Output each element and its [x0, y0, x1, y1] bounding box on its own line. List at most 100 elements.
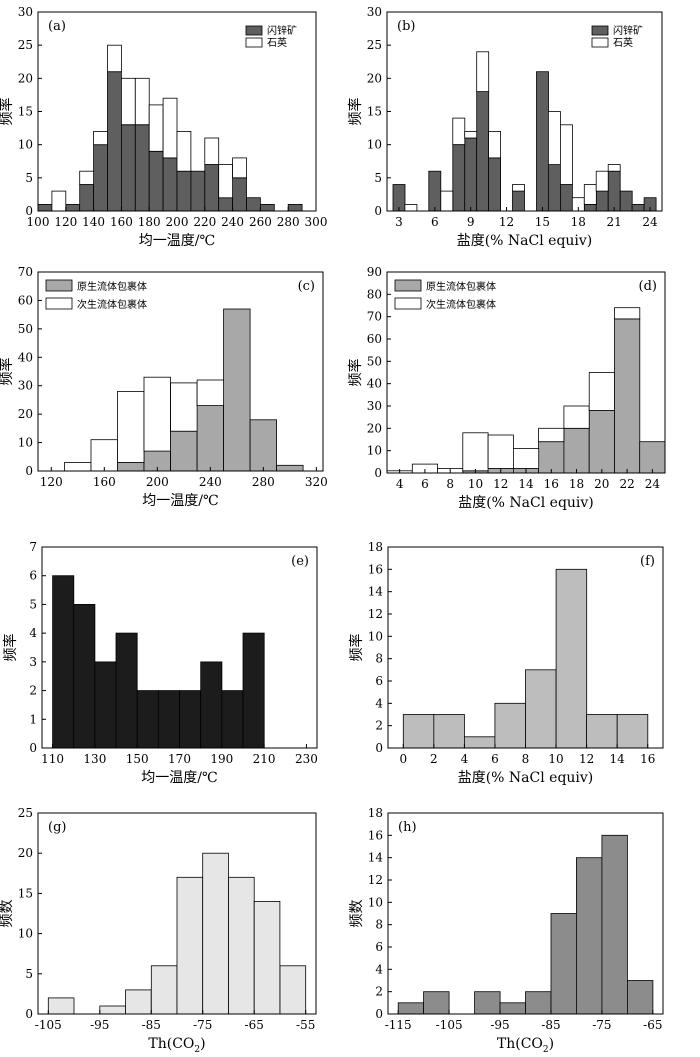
bar-series0-240: [232, 177, 247, 212]
legend-swatch: [591, 25, 609, 36]
chart-panel-b: 3 6 9 12 15 18 21 24 0 5 10 15 20 25 30 (b) 盐度(% NaCl eq…: [347, 5, 663, 249]
x-tick-label: 200: [146, 475, 169, 489]
y-tick-label: 2: [375, 985, 383, 999]
bar-series0-170: [117, 462, 145, 472]
bar-count--60: [279, 965, 307, 1015]
y-tick-label: 20: [367, 71, 382, 85]
bar-series1-17: [563, 405, 590, 429]
y-tick-label: 3: [29, 655, 37, 669]
legend-label: 次生流体包裹体: [426, 298, 496, 311]
bar-series0-200: [176, 170, 192, 212]
y-tick-label: 6: [375, 674, 383, 688]
x-tick-label: 24: [645, 477, 661, 491]
y-tick-label: 12: [368, 607, 383, 621]
x-axis-label: 均一温度/℃: [139, 233, 215, 249]
bar-count-2: [433, 714, 465, 749]
legend-swatch: [591, 37, 609, 48]
y-tick-label: 80: [367, 287, 382, 301]
y-tick-label: 50: [18, 322, 33, 336]
x-tick-label: 21: [607, 215, 622, 229]
y-tick-label: 25: [18, 38, 33, 52]
y-axis-label: 频率: [347, 98, 364, 126]
x-tick-label: 6: [431, 215, 439, 229]
x-tick-label: 9: [467, 215, 475, 229]
x-tick-label: 10: [548, 752, 563, 766]
x-tick-label: 120: [40, 475, 63, 489]
x-tick-label: -65: [643, 1018, 662, 1032]
legend-label: 石英: [267, 36, 287, 49]
bar-series1-220: [204, 137, 220, 165]
x-tick-label: 18: [569, 477, 584, 491]
chart-panel-g: -105 -95 -85 -75 -65 -55 0 5 10 15 20 25 (g) Th(CO2) 频…: [0, 806, 317, 1055]
bar-count-140: [115, 632, 138, 749]
x-tick-label: -105: [436, 1018, 463, 1032]
bar-count--70: [627, 980, 654, 1015]
bar-count-160: [157, 690, 180, 749]
x-tick-label: 8: [446, 477, 454, 491]
bar-count-0: [402, 714, 435, 749]
x-axis-label-suffix: ): [549, 1036, 554, 1052]
bar-series0-7.5: [452, 144, 466, 212]
bar-count-130: [94, 661, 117, 749]
x-tick-label: -85: [541, 1018, 560, 1032]
bar-count--65: [253, 901, 281, 1015]
bar-count--75: [601, 834, 628, 1015]
bar-series0-170: [134, 124, 150, 212]
y-tick-label: 60: [367, 332, 382, 346]
bar-series0-100: [37, 203, 53, 212]
bar-series0-15.5: [548, 164, 561, 212]
x-axis-label-suffix: ): [200, 1036, 205, 1052]
bar-series0-230: [218, 197, 233, 212]
bar-series0-220: [204, 164, 220, 212]
legend-label: 原生流体包裹体: [77, 280, 147, 293]
bar-series1-150: [90, 439, 118, 472]
y-tick-label: 18: [368, 806, 383, 820]
bar-count--95: [99, 1005, 126, 1015]
y-tick-label: 5: [29, 597, 37, 611]
y-tick-label: 4: [375, 696, 383, 710]
panel-label: (b): [397, 19, 415, 34]
panel-label: (g): [48, 820, 66, 835]
bar-count--110: [423, 991, 450, 1015]
x-axis-label-main: Th(CO: [148, 1036, 194, 1052]
legend-label: 原生流体包裹体: [426, 280, 496, 293]
y-tick-label: 6: [375, 940, 383, 954]
x-tick-label: 110: [41, 752, 64, 766]
bar-series0-12.5: [512, 190, 525, 212]
plot-frame: [37, 812, 317, 1015]
y-tick-label: 0: [374, 204, 382, 218]
x-tick-label: 6: [491, 752, 499, 766]
x-axis-label-subscript: 2: [543, 1045, 549, 1055]
y-tick-label: 10: [368, 629, 383, 643]
bar-series0-14.5: [536, 71, 549, 212]
bar-series0-16.5: [560, 184, 573, 212]
bar-series1-21: [614, 307, 641, 320]
y-tick-label: 10: [18, 436, 33, 450]
bar-series1-210: [170, 382, 198, 432]
bar-series1-170: [134, 77, 150, 126]
x-axis-label: 盐度(% NaCl equiv): [457, 233, 593, 249]
bar-series1-6.5: [440, 190, 454, 212]
y-tick-label: 16: [368, 828, 383, 842]
x-tick-label: -105: [35, 1018, 62, 1032]
y-tick-label: 5: [374, 171, 382, 185]
panel-label: (a): [48, 19, 66, 34]
y-tick-label: 2: [375, 719, 383, 733]
y-tick-label: 0: [375, 1007, 383, 1021]
x-tick-label: 170: [168, 752, 191, 766]
y-tick-label: 0: [375, 741, 383, 755]
bar-series0-18.5: [583, 203, 597, 212]
y-axis-label: 频率: [0, 98, 15, 126]
bar-series0-250: [223, 308, 251, 472]
bar-series0-10.5: [488, 157, 502, 212]
bar-series1-10.5: [488, 130, 502, 159]
legend-swatch: [245, 37, 263, 48]
x-tick-label: 160: [93, 475, 116, 489]
bar-count-180: [200, 661, 223, 749]
bar-series1-130: [64, 462, 92, 472]
bar-count--80: [176, 876, 204, 1015]
bar-count-12: [586, 714, 618, 749]
